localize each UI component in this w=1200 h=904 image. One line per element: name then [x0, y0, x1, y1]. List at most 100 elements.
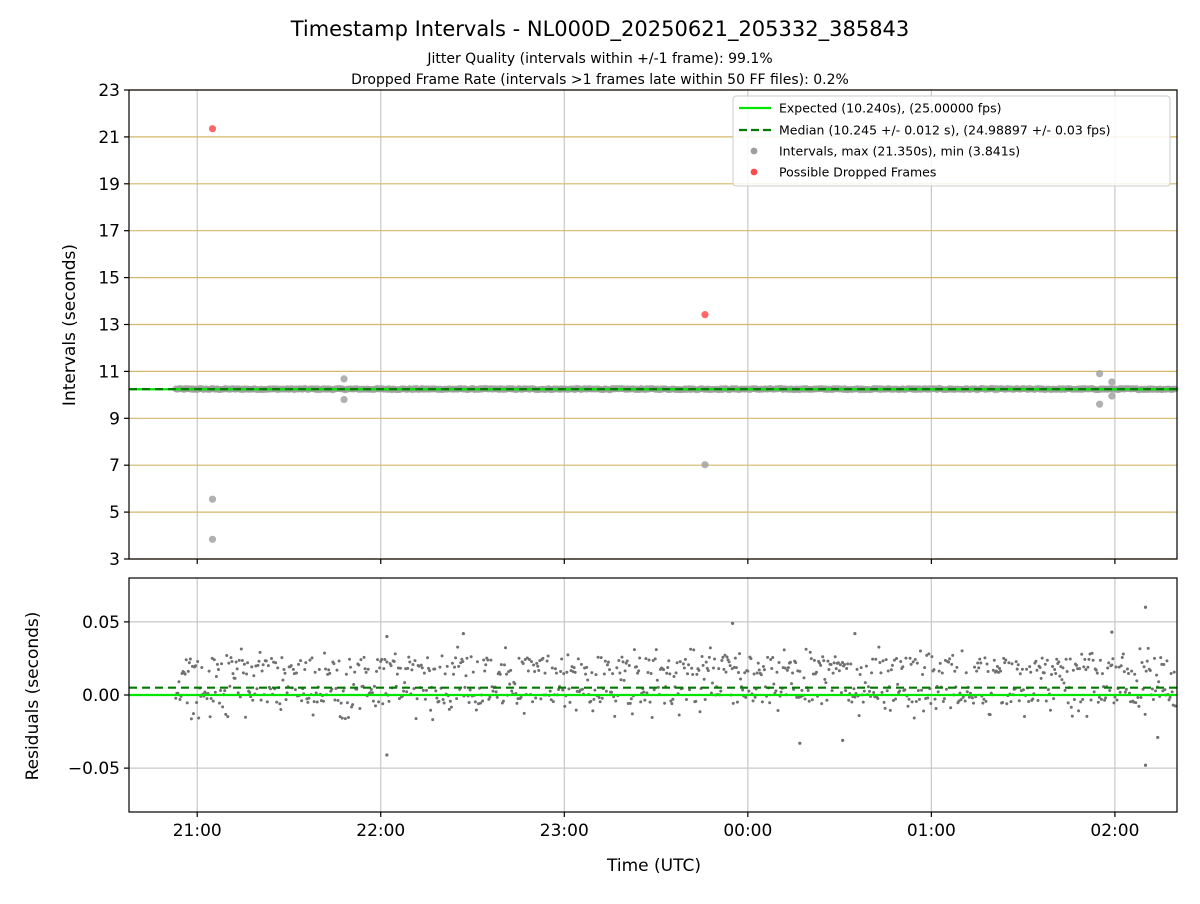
residual-point	[628, 701, 632, 705]
residual-point	[896, 682, 900, 686]
residual-point	[730, 621, 735, 625]
residual-point	[1042, 671, 1046, 675]
residual-point	[991, 668, 995, 672]
residual-point	[323, 651, 327, 655]
residual-point	[712, 666, 716, 670]
residual-point	[795, 695, 799, 699]
residual-point	[468, 688, 472, 692]
residual-point	[1144, 669, 1148, 673]
residual-point	[882, 700, 886, 704]
residual-point	[397, 697, 401, 701]
residual-point	[808, 650, 812, 654]
outlier-interval-point	[1108, 378, 1116, 386]
residual-point	[1095, 671, 1099, 675]
residual-point	[747, 689, 751, 693]
residual-point	[314, 691, 318, 695]
residual-point	[894, 697, 898, 701]
residual-point	[1074, 663, 1078, 667]
residual-point	[1066, 701, 1070, 705]
residual-point	[248, 690, 252, 694]
residual-point	[1061, 666, 1065, 670]
residual-point	[276, 666, 280, 670]
residual-point	[899, 659, 903, 663]
residual-point	[868, 689, 872, 693]
residual-point	[393, 652, 397, 656]
residual-point	[407, 655, 411, 659]
residual-point	[751, 699, 755, 703]
residual-point	[495, 695, 499, 699]
residual-point	[568, 700, 572, 704]
residual-point	[906, 704, 910, 708]
residual-point	[1043, 662, 1047, 666]
chart-title: Timestamp Intervals - NL000D_20250621_20…	[290, 17, 910, 42]
residual-point	[619, 678, 623, 682]
residual-point	[746, 669, 750, 673]
residual-point	[635, 665, 639, 669]
residual-point	[734, 666, 738, 670]
residual-point	[187, 661, 191, 665]
residual-point	[667, 659, 671, 663]
residual-point	[654, 648, 658, 652]
residual-point	[861, 700, 865, 704]
residual-point	[831, 671, 835, 675]
residual-point	[282, 668, 286, 672]
residual-point	[554, 671, 558, 675]
residual-point	[441, 697, 445, 701]
residual-point	[872, 691, 876, 695]
residual-point	[908, 656, 912, 660]
residual-point	[825, 698, 829, 702]
outlier-interval-point	[1108, 392, 1116, 400]
residual-point	[1022, 715, 1026, 719]
residual-point	[688, 688, 692, 692]
residual-point	[973, 665, 977, 669]
residual-point	[932, 668, 936, 672]
residual-point	[986, 669, 990, 673]
residual-point	[580, 687, 584, 691]
residual-point	[1085, 714, 1089, 718]
residual-point	[960, 649, 964, 653]
residual-point	[519, 695, 523, 699]
residual-point	[681, 662, 685, 666]
residual-point	[1091, 658, 1095, 662]
intervals-y-tick-label: 19	[98, 175, 120, 195]
residual-point	[743, 671, 747, 675]
residual-point	[620, 655, 624, 659]
residual-point	[297, 662, 301, 666]
residual-point	[233, 676, 237, 680]
residual-point	[1120, 655, 1124, 659]
residual-point	[627, 664, 631, 668]
residual-point	[1154, 689, 1158, 693]
residual-point	[259, 698, 263, 702]
residual-point	[950, 662, 954, 666]
residual-point	[791, 671, 795, 675]
residual-point	[798, 741, 802, 745]
residual-point	[983, 656, 987, 660]
residual-point	[385, 753, 389, 757]
residual-point	[392, 659, 396, 663]
residual-point	[255, 687, 259, 691]
residual-point	[1119, 664, 1123, 668]
residual-point	[819, 663, 823, 667]
residual-point	[722, 667, 726, 671]
residual-point	[782, 648, 786, 652]
residual-point	[377, 700, 381, 704]
residual-point	[257, 659, 261, 663]
residual-point	[706, 669, 710, 673]
residual-point	[366, 667, 370, 671]
residual-point	[423, 697, 427, 701]
residual-point	[647, 658, 651, 662]
intervals-y-tick-label: 13	[98, 316, 120, 336]
residual-point	[464, 674, 468, 678]
residual-point	[841, 738, 845, 742]
residual-point	[705, 666, 709, 670]
residual-point	[794, 661, 798, 665]
residual-point	[539, 697, 543, 701]
residual-point	[429, 708, 433, 712]
residual-point	[484, 663, 488, 667]
residual-point	[984, 699, 988, 703]
residual-point	[728, 664, 732, 668]
residual-point	[284, 698, 288, 702]
residual-point	[911, 660, 915, 664]
residual-point	[178, 698, 182, 702]
residual-point	[373, 704, 377, 708]
